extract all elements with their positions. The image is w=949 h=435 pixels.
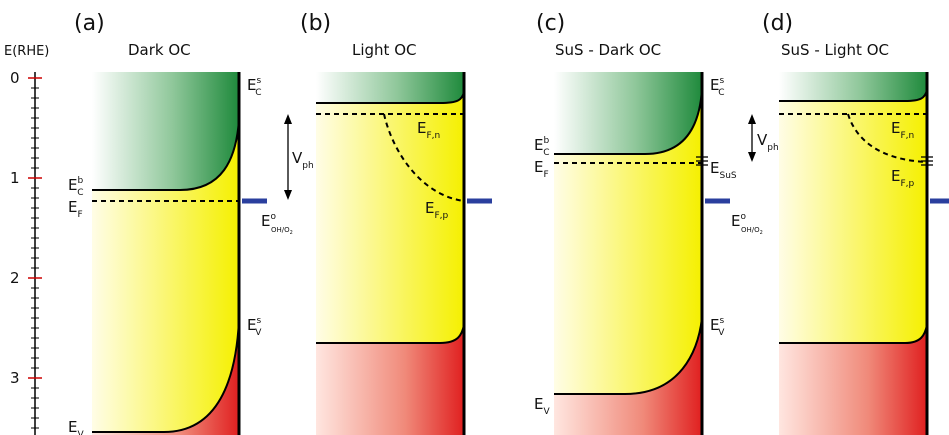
label-c-evb-surface: Es V [710, 316, 725, 338]
axis-tick-label-1: 1 [10, 169, 20, 187]
panel-b-valence-band [316, 325, 464, 435]
label-c-ev: EV [534, 395, 550, 417]
label-c-ecb-surface: Es C [710, 76, 724, 98]
axis-major-ticks [28, 77, 42, 379]
panel-d-valence-band [779, 325, 927, 435]
panel-d-quasi-fermi-p [847, 113, 928, 163]
panel-d: (d) SuS - Light OC Vph EF,n EF,p [748, 11, 949, 435]
panel-a-letter: (a) [74, 11, 105, 36]
label-evb-surface: Es V [247, 316, 262, 338]
panel-c: (c) SuS - Dark OC Eb C EF EV Es C ESuS Es V… [534, 11, 763, 435]
panel-d-conduction-band [779, 72, 927, 101]
panel-b-conduction-band [316, 72, 464, 103]
panel-b-quasi-fermi-p [383, 113, 465, 202]
axis-label: E(RHE) [4, 44, 49, 59]
label-c-esus: ESuS [710, 159, 737, 181]
label-ecb-surface: Es C [247, 76, 261, 98]
panel-a-vb-edge [92, 319, 240, 433]
panel-c-letter: (c) [536, 11, 565, 36]
panel-d-vph-arrow-up [748, 114, 756, 124]
panel-b-letter: (b) [300, 11, 331, 36]
label-d-efn: EF,n [891, 119, 914, 141]
label-d-vph: Vph [757, 131, 779, 153]
panel-a-cb-edge [92, 119, 240, 191]
label-ecb-bulk: Eb C [68, 176, 84, 198]
label-vph: Vph [292, 149, 314, 171]
axis-tick-label-0: 0 [10, 69, 20, 87]
panel-c-valence-band [554, 318, 702, 435]
label-ef: EF [68, 198, 83, 220]
axis-tick-label-3: 3 [10, 369, 20, 387]
label-ev-bulk: EV [68, 418, 84, 435]
panel-a-valence-band [92, 320, 239, 435]
panel-c-conduction-band [554, 72, 702, 154]
panel-a-conduction-band [92, 72, 239, 190]
panel-c-vb-edge [554, 317, 703, 395]
panel-c-title: SuS - Dark OC [555, 41, 661, 59]
panel-a-title: Dark OC [128, 41, 191, 59]
label-efp: EF,p [425, 199, 449, 221]
panel-c-surface-states [696, 156, 708, 166]
panel-b: (b) Light OC Vph EF,n EF,p [284, 11, 492, 435]
label-c-ecb-bulk: Eb C [534, 136, 550, 158]
label-c-ef: EF [534, 158, 549, 180]
panel-d-surface-states [921, 156, 933, 166]
axis-tick-label-2: 2 [10, 269, 20, 287]
panel-b-title: Light OC [352, 41, 416, 59]
panel-b-vph-arrow-down [284, 190, 292, 200]
panel-d-letter: (d) [762, 11, 793, 36]
panel-d-vph-arrow-down [748, 152, 756, 162]
axis-minor-ticks [31, 87, 39, 429]
panel-b-vph-arrow-up [284, 114, 292, 124]
label-efn: EF,n [417, 119, 440, 141]
label-d-efp: EF,p [891, 167, 915, 189]
panel-d-title: SuS - Light OC [781, 41, 889, 59]
panel-a: (a) Dark OC Eb C EF EV Es C Es V Eo OH/O2 [68, 11, 293, 435]
label-redox-potential: Eo OH/O2 [261, 212, 293, 236]
energy-axis: E(RHE) 0 1 2 3 [4, 44, 49, 435]
label-c-redox-potential: Eo OH/O2 [731, 212, 763, 236]
